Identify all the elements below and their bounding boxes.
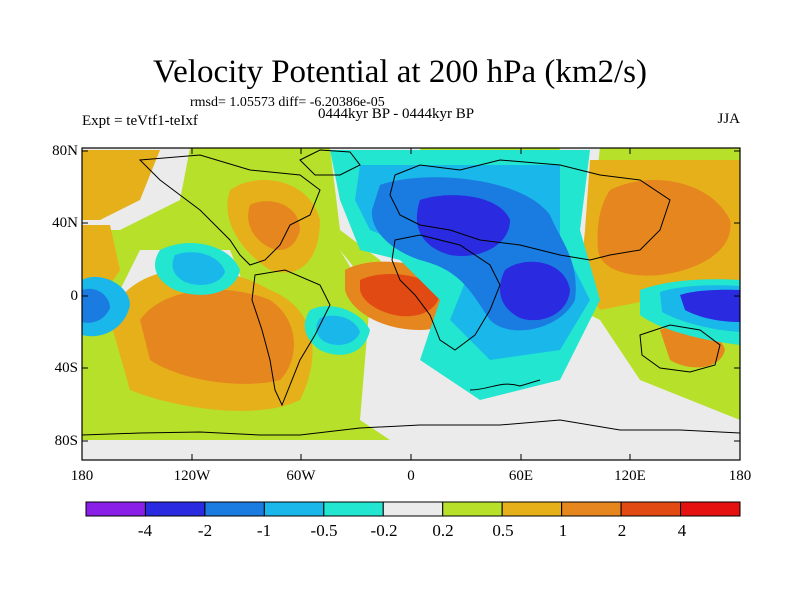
antarctic-band bbox=[82, 440, 740, 460]
coastline-eurasia bbox=[389, 159, 671, 261]
negative-core-south-atlantic bbox=[316, 315, 360, 345]
positive-core-north-america bbox=[248, 201, 300, 250]
lon-label-60w: 60W bbox=[286, 468, 316, 484]
colorbar-label: -1 bbox=[256, 521, 272, 540]
colorbar-label: -4 bbox=[137, 521, 153, 540]
coastline-australia bbox=[639, 324, 721, 373]
negative-core-east-pacific bbox=[172, 252, 225, 285]
coastline-south-america bbox=[251, 269, 331, 407]
colorbar-box bbox=[382, 501, 444, 517]
colorbar-label: -0.5 bbox=[310, 521, 338, 540]
lon-label-180w: 180 bbox=[70, 468, 94, 484]
positive-core-south-pacific bbox=[140, 289, 294, 384]
lon-label-0: 0 bbox=[407, 468, 415, 484]
positive-core-atlantic bbox=[360, 274, 440, 317]
colorbar-label: 4 bbox=[677, 521, 687, 540]
lon-label-60e: 60E bbox=[508, 468, 534, 484]
shaded-field bbox=[82, 148, 740, 460]
coastline-antarctica-west bbox=[82, 431, 300, 436]
colorbar-box bbox=[263, 501, 325, 517]
colorbar-label: 1 bbox=[558, 521, 568, 540]
colorbar-label: -2 bbox=[197, 521, 213, 540]
negative-core-indian-ocean bbox=[500, 261, 570, 321]
lat-label-80s: 80S bbox=[54, 433, 78, 449]
lat-label-40s: 40S bbox=[54, 360, 78, 376]
chart-title: Velocity Potential at 200 hPa (km2/s) bbox=[152, 54, 648, 90]
rmsd-diff-stats: rmsd= 1.05573 diff= -6.20386e-05 bbox=[190, 95, 385, 110]
coastlines bbox=[82, 149, 740, 436]
colorbar bbox=[85, 501, 741, 517]
colorbar-box bbox=[323, 501, 384, 517]
colorbar-box bbox=[561, 501, 622, 517]
lon-label-120e: 120E bbox=[614, 468, 646, 484]
coastline-north-america bbox=[138, 154, 321, 266]
colorbar-label: 2 bbox=[617, 521, 627, 540]
lat-label-0: 0 bbox=[70, 288, 79, 304]
lon-label-120w: 120W bbox=[173, 468, 211, 484]
negative-core-east-edge bbox=[680, 289, 740, 322]
colorbar-box bbox=[501, 501, 563, 517]
colorbar-box bbox=[680, 501, 741, 517]
lat-label-80n: 80N bbox=[52, 143, 78, 159]
colorbar-box bbox=[620, 501, 682, 517]
colorbar-label: -0.2 bbox=[370, 521, 398, 540]
coastline-antarctica bbox=[299, 419, 740, 436]
colorbar-label: 0.5 bbox=[492, 521, 514, 540]
lon-label-180e: 180 bbox=[728, 468, 752, 484]
coastline-greenland bbox=[299, 149, 361, 176]
colorbar-box bbox=[442, 501, 503, 517]
lat-label-40n: 40N bbox=[52, 215, 78, 231]
colorbar-box bbox=[144, 501, 206, 517]
colorbar-box bbox=[204, 501, 265, 517]
colorbar-label: 0.2 bbox=[432, 521, 454, 540]
tick-marks bbox=[81, 148, 741, 460]
colorbar-box bbox=[85, 501, 146, 517]
negative-core-west-edge bbox=[82, 288, 110, 323]
coastline-africa bbox=[391, 234, 501, 351]
period-label: 0444kyr BP - 0444kyr BP bbox=[318, 106, 475, 122]
coastline-madagascar bbox=[469, 379, 541, 391]
experiment-label: Expt = teVtf1-teIxf bbox=[82, 113, 198, 129]
positive-region-west-edge-north bbox=[82, 150, 160, 220]
season-label: JJA bbox=[717, 111, 740, 127]
